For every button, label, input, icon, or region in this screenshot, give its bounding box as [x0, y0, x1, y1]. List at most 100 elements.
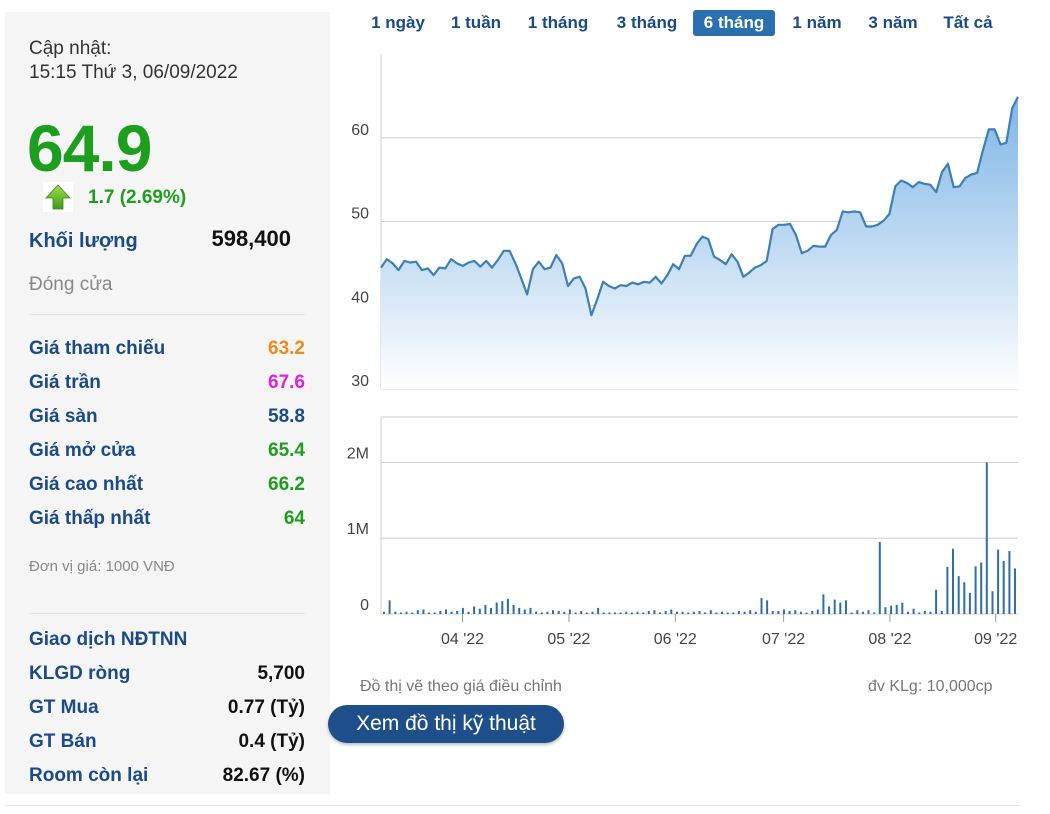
update-datetime: 15:15 Thứ 3, 06/09/2022: [29, 62, 238, 83]
volume-bar: [783, 609, 785, 614]
ceiling-price-value: 67.6: [268, 372, 305, 393]
tab-1-year[interactable]: 1 năm: [792, 13, 842, 32]
x-tick-label: 05 '22: [547, 631, 590, 648]
x-tick-label: 09 '22: [974, 631, 1017, 648]
volume-bar: [535, 611, 538, 614]
low-price-label: Giá thấp nhất: [29, 508, 151, 529]
volume-bar: [997, 549, 1000, 614]
volume-bar: [422, 609, 425, 614]
volume-bar: [754, 611, 757, 614]
low-price-value: 64: [283, 508, 305, 529]
info-panel: Cập nhật: 15:15 Thứ 3, 06/09/2022 64.9 1…: [5, 12, 330, 794]
volume-bar: [771, 611, 774, 614]
volume-tick-label: 0: [360, 597, 369, 614]
volume-bar: [557, 611, 560, 614]
volume-bar: [873, 612, 876, 614]
volume-bar: [737, 611, 740, 614]
volume-bar: [935, 589, 938, 614]
volume-bar: [867, 610, 870, 614]
volume-bar: [861, 611, 864, 614]
volume-bar: [433, 612, 436, 614]
sell-value: 0.4 (Tỷ): [238, 731, 305, 752]
volume-bar: [963, 582, 966, 614]
current-price: 64.9: [27, 111, 152, 185]
volume-bar: [878, 542, 881, 614]
volume-bar: [523, 609, 526, 614]
volume-bar: [490, 607, 492, 614]
volume-bar: [625, 611, 628, 614]
volume-bar: [923, 611, 926, 614]
volume-value: 598,400: [211, 226, 291, 251]
volume-bar: [766, 600, 769, 614]
volume-bar: [884, 607, 887, 614]
high-price-value: 66.2: [268, 474, 305, 495]
technical-chart-button[interactable]: Xem đồ thị kỹ thuật: [328, 705, 564, 743]
volume-bar: [647, 611, 650, 614]
volume-bar: [467, 611, 470, 614]
volume-bar: [636, 611, 639, 614]
volume-bar: [918, 612, 921, 614]
tab-3-months[interactable]: 3 tháng: [616, 13, 678, 32]
tab-1-month[interactable]: 1 tháng: [527, 13, 589, 32]
volume-unit-note: đv KLg: 10,000cp: [868, 678, 993, 695]
volume-bar: [946, 567, 949, 614]
volume-bar: [940, 611, 943, 614]
volume-bar: [1002, 561, 1005, 614]
volume-bar: [952, 548, 954, 614]
volume-bar: [405, 611, 408, 614]
room-left-label: Room còn lại: [29, 765, 149, 786]
high-price-label: Giá cao nhất: [29, 474, 144, 495]
volume-bar: [681, 611, 684, 614]
open-price-label: Giá mở cửa: [29, 440, 136, 461]
tab-6-months[interactable]: 6 tháng: [693, 10, 775, 36]
volume-bar: [664, 611, 667, 614]
tab-3-years[interactable]: 3 năm: [868, 13, 918, 32]
volume-bar: [890, 605, 893, 614]
price-tick-label: 40: [351, 289, 369, 306]
volume-bar: [563, 611, 566, 614]
volume-bar: [805, 612, 808, 614]
volume-bar: [552, 610, 554, 614]
buy-value: 0.77 (Tỷ): [227, 697, 305, 718]
price-line: [380, 96, 1019, 317]
market-status: Đóng cửa: [29, 274, 113, 295]
price-area-fill: [381, 96, 1018, 389]
update-label: Cập nhật:: [29, 38, 112, 59]
volume-bar: [619, 612, 622, 614]
volume-bar: [743, 611, 746, 614]
volume-bar: [777, 611, 780, 614]
volume-bar: [512, 604, 515, 614]
volume-bar: [749, 610, 752, 614]
floor-price-label: Giá sàn: [29, 406, 98, 427]
tab-all[interactable]: Tất cả: [943, 13, 993, 32]
volume-bar: [991, 591, 994, 614]
volume-bar: [704, 612, 707, 614]
price-change: 1.7 (2.69%): [88, 187, 187, 208]
volume-bar: [726, 612, 729, 614]
tab-1-week[interactable]: 1 tuần: [450, 13, 502, 32]
volume-bar: [597, 607, 600, 614]
volume-bar: [856, 610, 859, 614]
room-left-value: 82.67 (%): [222, 765, 305, 786]
volume-bar: [383, 611, 385, 614]
volume-bar: [659, 612, 662, 614]
volume-tick-label: 1M: [347, 521, 369, 538]
volume-bar: [732, 612, 735, 614]
volume-bar: [456, 611, 459, 614]
volume-bar: [760, 598, 763, 614]
ref-price-value: 63.2: [268, 338, 305, 359]
volume-bar: [568, 609, 571, 614]
divider: [29, 314, 305, 315]
net-volume-value: 5,700: [257, 663, 305, 684]
volume-bar: [1008, 551, 1011, 614]
volume-bar: [907, 611, 909, 614]
volume-bar: [895, 604, 898, 614]
volume-bar: [709, 610, 712, 614]
volume-bar: [974, 566, 977, 614]
volume-bar: [794, 610, 797, 614]
volume-bar: [450, 611, 453, 614]
tab-1-day[interactable]: 1 ngày: [371, 13, 425, 32]
volume-bar: [540, 612, 543, 614]
price-unit-note: Đơn vị giá: 1000 VNĐ: [29, 558, 175, 575]
volume-bar: [614, 612, 616, 614]
